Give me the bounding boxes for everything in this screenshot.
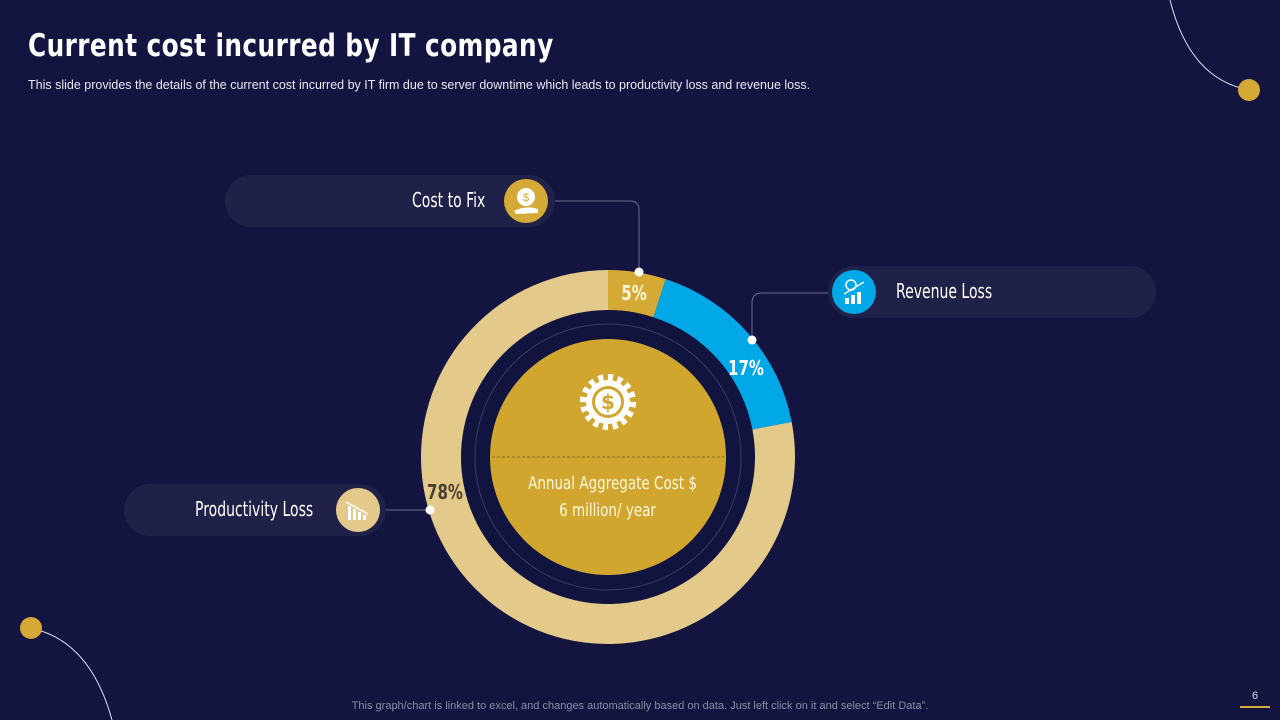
connector-dot [634, 267, 644, 277]
callout-label-revenue-loss: Revenue Loss [896, 279, 993, 303]
callout-label-cost-to-fix: Cost to Fix [412, 188, 486, 212]
growth-chart-icon [832, 270, 876, 314]
connector-dot [425, 505, 435, 515]
callout-revenue-loss [828, 266, 1156, 318]
data-label-revenue-loss: 17% [728, 358, 764, 381]
inner-ring-line [474, 323, 742, 591]
donut-segment-cost-to-fix [608, 270, 666, 318]
donut-segment-revenue-loss [653, 279, 792, 430]
page-number: 6 [1240, 690, 1270, 708]
callout-cost-to-fix [225, 175, 555, 227]
money-bag-hand-icon: $ [504, 179, 548, 223]
center-line-1: Annual Aggregate Cost $ [528, 473, 697, 494]
svg-text:$: $ [523, 192, 529, 204]
svg-text:$: $ [601, 390, 615, 414]
decor-dot [20, 617, 42, 639]
data-label-cost-to-fix: 5% [621, 283, 647, 306]
page-title: Current cost incurred by IT company [28, 28, 554, 64]
connector-dot [747, 335, 757, 345]
gear-dollar-icon: $ [580, 374, 636, 430]
data-label-productivity-loss: 78% [427, 482, 463, 505]
declining-chart-icon [336, 488, 380, 532]
page-subtitle: This slide provides the details of the c… [28, 78, 811, 92]
callout-label-productivity-loss: Productivity Loss [195, 497, 314, 521]
center-caption: Annual Aggregate Cost $ 6 million/ year [500, 470, 716, 524]
decor-dot [1238, 79, 1260, 101]
footer-note: This graph/chart is linked to excel, and… [351, 700, 929, 712]
center-line-2: 6 million/ year [559, 500, 657, 521]
